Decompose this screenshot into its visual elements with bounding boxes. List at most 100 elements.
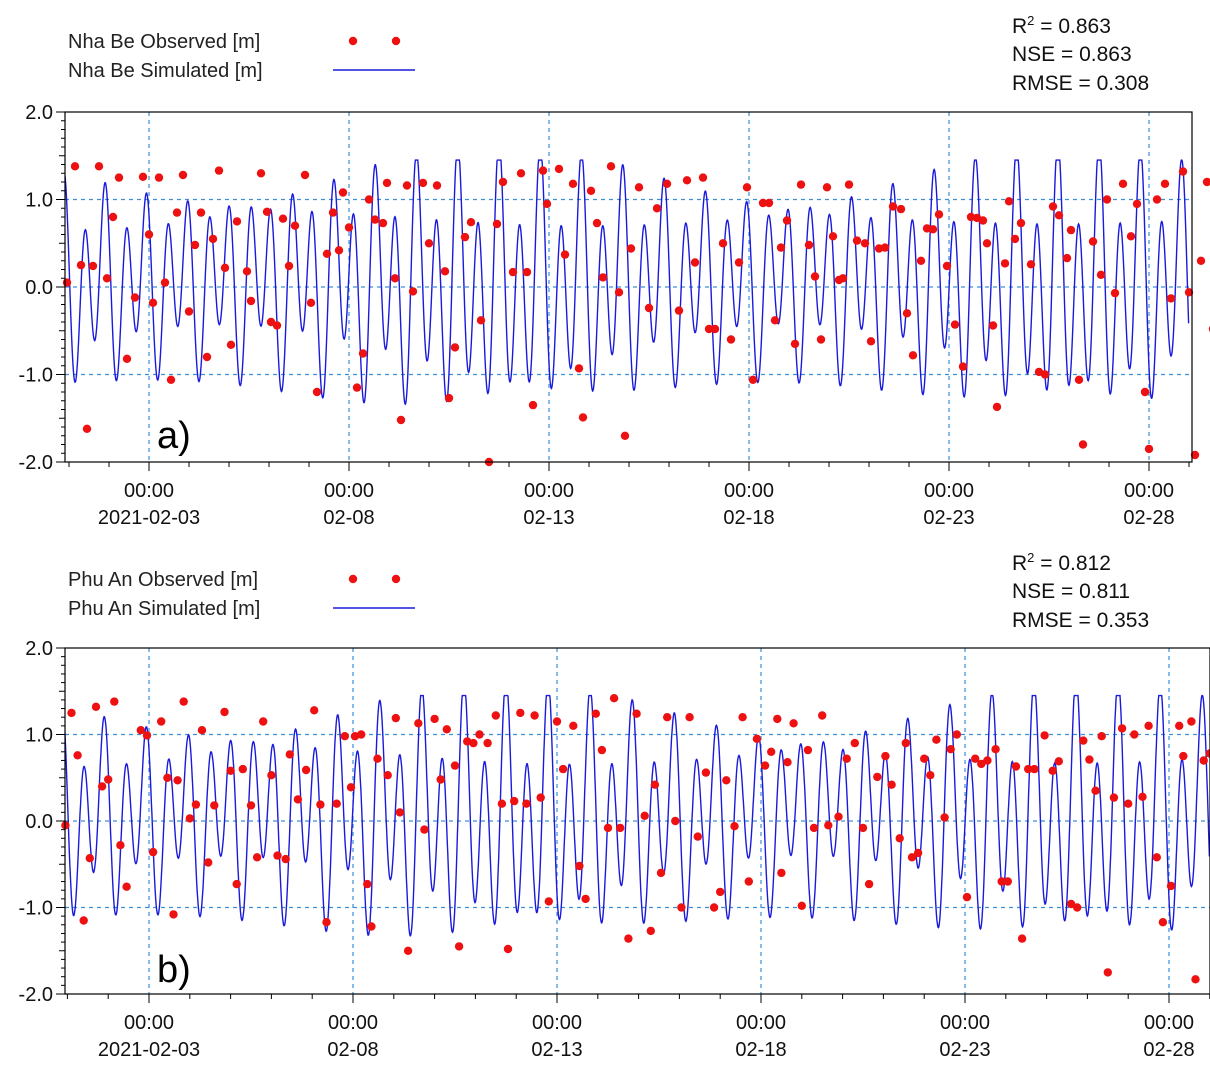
observed-point bbox=[1187, 717, 1196, 726]
y-tick-label: 1.0 bbox=[25, 725, 53, 747]
observed-point bbox=[88, 261, 98, 271]
legend: Nha Be Observed [m] Nha Be Simulated [m] bbox=[68, 31, 415, 82]
observed-point bbox=[344, 223, 354, 232]
observed-point bbox=[1010, 234, 1020, 244]
x-tick-date: 2021-02-03 bbox=[98, 1039, 200, 1061]
observed-point bbox=[626, 244, 636, 253]
observed-point bbox=[701, 768, 711, 777]
observed-point bbox=[142, 731, 152, 740]
observed-point bbox=[742, 183, 752, 192]
x-tick-label: 00:00 02-18 bbox=[735, 1012, 786, 1061]
observed-point bbox=[408, 287, 418, 296]
observed-point bbox=[1178, 167, 1188, 176]
observed-point bbox=[834, 812, 843, 821]
observed-point bbox=[442, 725, 451, 734]
observed-point bbox=[498, 177, 508, 187]
observed-point bbox=[991, 745, 1000, 754]
x-tick-label: 00:00 02-13 bbox=[531, 1012, 582, 1061]
observed-point bbox=[656, 868, 666, 878]
observed-point bbox=[163, 773, 172, 782]
observed-point bbox=[722, 776, 731, 785]
observed-point bbox=[210, 801, 219, 810]
observed-point bbox=[844, 180, 854, 189]
observed-point bbox=[378, 218, 388, 228]
observed-point bbox=[178, 170, 188, 180]
observed-point bbox=[1073, 903, 1082, 912]
observed-point bbox=[586, 186, 596, 195]
observed-point bbox=[522, 267, 532, 277]
observed-point bbox=[232, 217, 242, 226]
observed-point bbox=[822, 183, 832, 192]
observed-point bbox=[1205, 749, 1210, 758]
observed-point bbox=[528, 400, 538, 410]
observed-point bbox=[70, 162, 80, 171]
observed-point bbox=[1054, 757, 1064, 766]
observed-point bbox=[1085, 755, 1094, 764]
observed-point bbox=[932, 735, 941, 744]
observed-point bbox=[796, 180, 806, 189]
observed-point bbox=[508, 267, 518, 277]
observed-point bbox=[748, 375, 758, 384]
observed-point bbox=[640, 811, 649, 820]
observed-point bbox=[934, 210, 944, 219]
observed-point bbox=[262, 207, 272, 216]
observed-point bbox=[1158, 918, 1168, 927]
observed-point bbox=[1140, 387, 1150, 397]
observed-point bbox=[444, 393, 454, 403]
observed-point bbox=[926, 771, 935, 780]
observed-point bbox=[552, 717, 562, 726]
observed-point bbox=[278, 214, 288, 223]
x-tick-label: 00:00 02-08 bbox=[327, 1012, 378, 1061]
observed-point bbox=[1196, 256, 1206, 265]
observed-point bbox=[776, 243, 786, 252]
observed-point bbox=[122, 882, 131, 891]
observed-point bbox=[598, 273, 608, 282]
observed-point bbox=[803, 745, 813, 755]
observed-point bbox=[154, 173, 164, 182]
observed-point bbox=[764, 198, 774, 208]
observed-point bbox=[242, 267, 252, 276]
observed-point bbox=[160, 278, 170, 287]
observed-point bbox=[1016, 218, 1026, 228]
observed-point bbox=[334, 246, 344, 255]
observed-point bbox=[414, 719, 423, 728]
observed-point bbox=[73, 751, 82, 760]
observed-point bbox=[928, 225, 938, 234]
observed-point bbox=[373, 754, 382, 763]
observed-point bbox=[284, 261, 294, 271]
observed-point bbox=[332, 799, 341, 808]
panel-label: a) bbox=[157, 415, 191, 457]
observed-point bbox=[908, 351, 918, 360]
observed-point bbox=[116, 841, 125, 850]
observed-point bbox=[436, 775, 445, 784]
observed-point bbox=[256, 169, 266, 178]
observed-point bbox=[396, 415, 406, 425]
observed-point bbox=[978, 216, 988, 225]
observed-point bbox=[558, 764, 568, 774]
observed-point bbox=[842, 754, 851, 763]
observed-point bbox=[568, 179, 578, 188]
observed-point bbox=[1166, 294, 1176, 303]
observed-point bbox=[718, 239, 728, 248]
x-tick-time: 00:00 bbox=[328, 1012, 378, 1034]
observed-point bbox=[860, 239, 870, 248]
observed-point bbox=[300, 170, 310, 180]
observed-point bbox=[67, 708, 76, 718]
observed-point bbox=[138, 172, 148, 181]
observed-point bbox=[1199, 756, 1208, 765]
observed-point bbox=[322, 918, 331, 927]
observed-point bbox=[316, 800, 325, 809]
observed-point bbox=[1175, 721, 1184, 730]
observed-point bbox=[322, 249, 332, 258]
observed-point bbox=[738, 713, 747, 722]
observed-point bbox=[977, 759, 986, 769]
x-tick-time: 00:00 bbox=[124, 1012, 174, 1034]
observed-point bbox=[988, 321, 998, 330]
observed-point bbox=[172, 208, 182, 217]
chart-panel-a: Nha Be Observed [m] Nha Be Simulated [m] R… bbox=[19, 13, 1210, 529]
observed-point bbox=[169, 910, 178, 919]
x-tick-time: 00:00 bbox=[1144, 1012, 1194, 1034]
observed-point bbox=[609, 694, 619, 703]
observed-point bbox=[328, 208, 338, 217]
observed-point bbox=[716, 887, 725, 897]
